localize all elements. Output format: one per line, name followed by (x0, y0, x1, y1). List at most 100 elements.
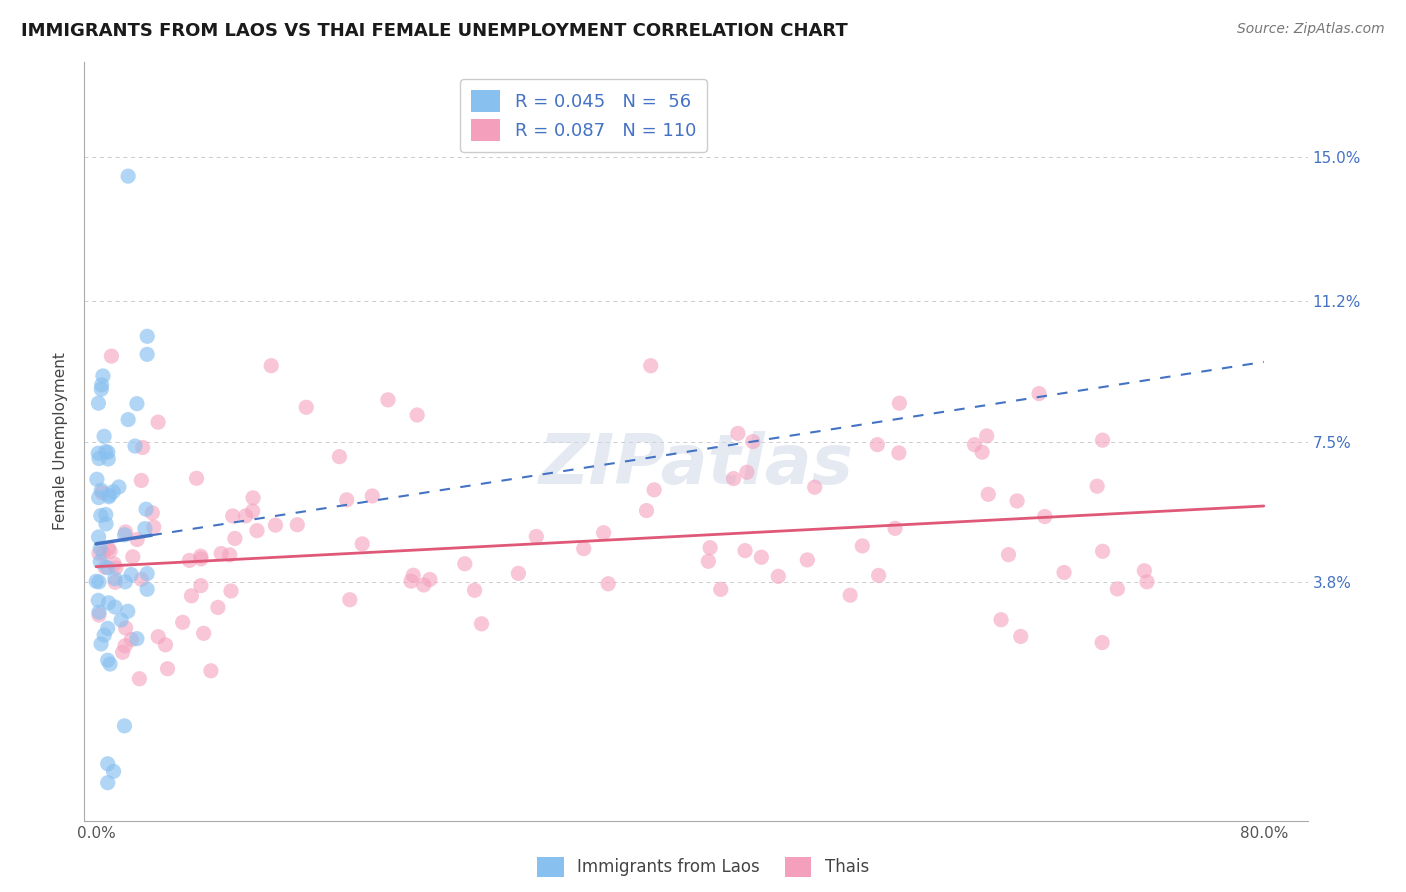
Point (200, 664, 222, 678)
Point (851, 539, 873, 553)
Point (87, 491, 110, 505)
Point (87, 605, 110, 619)
Point (156, 662, 179, 676)
Text: Source: ZipAtlas.com: Source: ZipAtlas.com (1237, 22, 1385, 37)
Point (108, 480, 131, 494)
Point (136, 582, 159, 597)
Point (131, 573, 153, 587)
Point (219, 584, 242, 599)
Point (93, 546, 115, 560)
Point (977, 487, 1000, 501)
Point (592, 525, 614, 540)
Point (87, 451, 110, 466)
Point (104, 600, 127, 615)
Point (285, 517, 308, 532)
Point (643, 483, 665, 497)
Point (103, 484, 125, 499)
Point (1085, 479, 1108, 493)
Point (970, 445, 993, 459)
Point (172, 615, 194, 630)
Point (97, 621, 120, 635)
Point (976, 429, 998, 443)
Point (1010, 629, 1032, 643)
Point (636, 503, 658, 517)
Point (1028, 386, 1050, 401)
Point (114, 524, 136, 539)
Point (339, 592, 361, 607)
Point (207, 600, 229, 615)
Text: ZIPatlas: ZIPatlas (538, 431, 853, 498)
Point (114, 639, 136, 653)
Point (125, 632, 148, 646)
Point (710, 582, 733, 597)
Point (751, 550, 773, 565)
Point (103, 764, 125, 779)
Point (120, 632, 142, 647)
Point (209, 547, 232, 561)
Point (222, 508, 245, 523)
Point (97, 452, 120, 467)
Point (104, 561, 127, 575)
Point (87, 608, 110, 623)
Point (97, 775, 120, 790)
Legend: Immigrants from Laos, Thais: Immigrants from Laos, Thais (530, 850, 876, 884)
Point (155, 638, 177, 652)
Point (402, 568, 425, 582)
Point (84, 574, 107, 589)
Point (235, 508, 257, 523)
Point (1136, 574, 1159, 589)
Point (179, 553, 201, 567)
Point (127, 533, 149, 547)
Point (242, 504, 264, 518)
Point (136, 347, 159, 361)
Point (86, 472, 108, 486)
Point (768, 569, 790, 583)
Point (90, 637, 112, 651)
Point (97, 490, 120, 504)
Point (180, 589, 202, 603)
Point (142, 520, 165, 534)
Point (1091, 635, 1114, 649)
Point (1091, 544, 1114, 558)
Point (134, 522, 156, 536)
Point (117, 169, 139, 184)
Point (963, 438, 986, 452)
Point (90, 378, 112, 392)
Point (148, 630, 170, 644)
Point (1107, 582, 1129, 596)
Point (264, 518, 287, 533)
Point (640, 359, 662, 373)
Point (87, 396, 110, 410)
Point (90, 483, 112, 498)
Point (87, 530, 110, 544)
Point (111, 645, 134, 659)
Point (508, 566, 530, 581)
Point (470, 616, 492, 631)
Point (131, 441, 153, 455)
Point (94, 508, 117, 522)
Point (190, 549, 212, 563)
Point (524, 529, 547, 543)
Point (117, 412, 139, 426)
Point (406, 408, 429, 422)
Point (697, 554, 720, 568)
Point (124, 439, 146, 453)
Point (352, 537, 374, 551)
Point (727, 426, 749, 441)
Point (141, 506, 163, 520)
Point (97, 756, 120, 771)
Point (117, 604, 139, 618)
Point (361, 489, 384, 503)
Point (110, 613, 132, 627)
Point (94, 444, 117, 458)
Point (100, 349, 122, 363)
Point (89, 555, 111, 569)
Point (464, 583, 486, 598)
Point (190, 578, 212, 592)
Point (87, 546, 110, 560)
Point (193, 626, 215, 640)
Y-axis label: Female Unemployment: Female Unemployment (53, 352, 69, 531)
Text: IMMIGRANTS FROM LAOS VS THAI FEMALE UNEMPLOYMENT CORRELATION CHART: IMMIGRANTS FROM LAOS VS THAI FEMALE UNEM… (21, 22, 848, 40)
Point (884, 521, 907, 535)
Point (114, 528, 136, 542)
